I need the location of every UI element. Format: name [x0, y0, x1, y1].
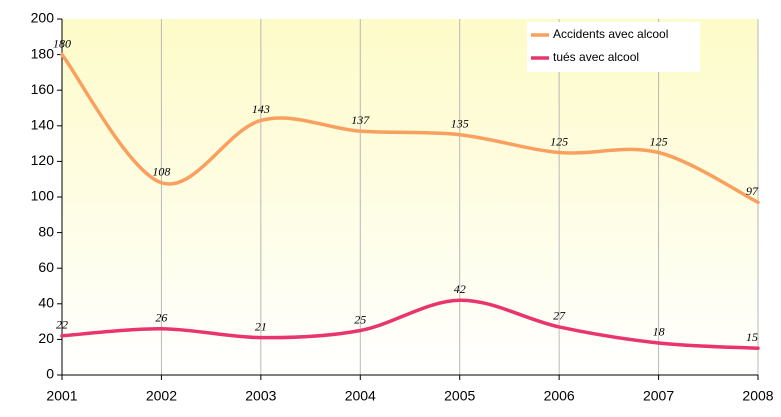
data-label: 42 [454, 282, 466, 296]
data-label: 143 [252, 102, 270, 116]
y-tick-label: 140 [31, 117, 55, 133]
data-label: 137 [351, 113, 370, 127]
y-tick-label: 20 [38, 330, 54, 346]
data-label: 108 [152, 165, 170, 179]
plot-area [62, 19, 758, 375]
data-label: 25 [354, 312, 366, 326]
data-label: 26 [155, 310, 167, 324]
x-tick-label: 2008 [742, 388, 773, 404]
x-tick-label: 2005 [444, 388, 475, 404]
y-tick-label: 120 [31, 152, 55, 168]
line [60, 298, 760, 351]
legend-box [527, 22, 700, 72]
data-label: 125 [550, 134, 568, 148]
data-label: 135 [451, 116, 469, 130]
x-tick-label: 2001 [46, 388, 77, 404]
x-tick-label: 2002 [146, 388, 177, 404]
y-tick-label: 40 [38, 295, 54, 311]
data-label: 18 [653, 325, 665, 339]
y-tick-label: 160 [31, 81, 55, 97]
data-label: 97 [746, 184, 759, 198]
x-tick-label: 2003 [245, 388, 276, 404]
y-tick-label: 60 [38, 259, 54, 275]
data-label: 15 [746, 330, 758, 344]
y-tick-label: 180 [31, 45, 55, 61]
y-tick-label: 0 [46, 366, 54, 382]
legend-label: Accidents avec alcool [553, 27, 668, 41]
data-label: 22 [56, 318, 68, 332]
legend-label: tués avec alcool [553, 50, 639, 64]
data-label: 125 [650, 134, 668, 148]
data-label: 180 [53, 36, 71, 50]
y-tick-label: 80 [38, 223, 54, 239]
x-tick-label: 2004 [345, 388, 376, 404]
x-tick-label: 2006 [544, 388, 575, 404]
data-label: 21 [255, 319, 267, 333]
data-label: 27 [553, 309, 566, 323]
x-tick-label: 2007 [643, 388, 674, 404]
y-tick-label: 200 [31, 10, 55, 26]
y-tick-label: 100 [31, 188, 55, 204]
line [60, 52, 760, 205]
